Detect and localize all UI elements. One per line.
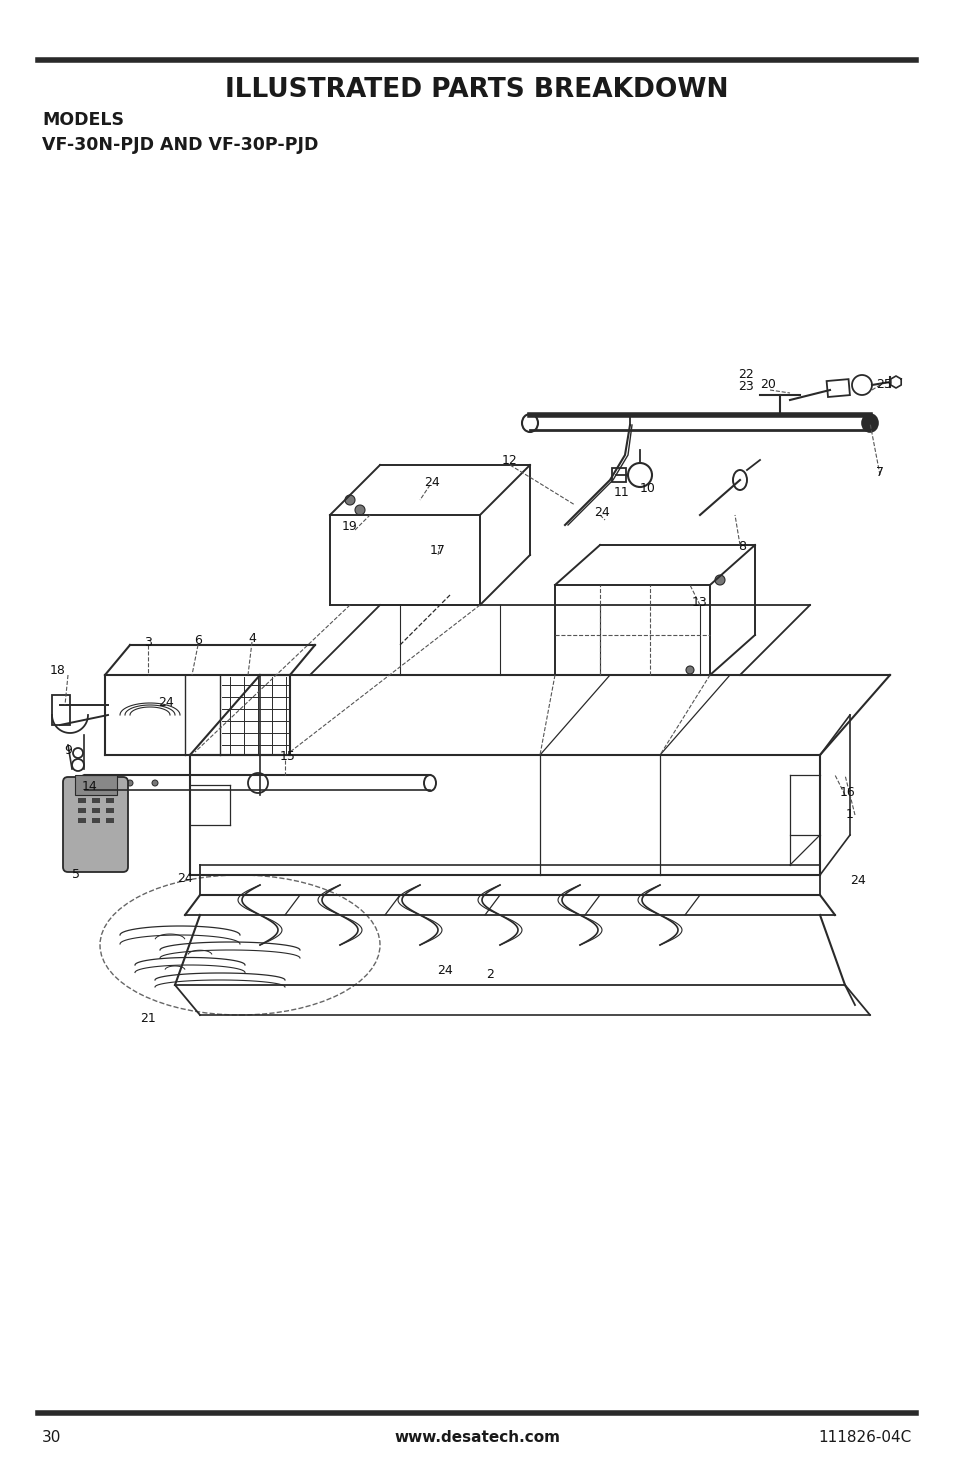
Text: 18: 18 xyxy=(50,665,66,677)
Text: ILLUSTRATED PARTS BREAKDOWN: ILLUSTRATED PARTS BREAKDOWN xyxy=(225,77,728,103)
Text: www.desatech.com: www.desatech.com xyxy=(394,1429,559,1444)
Text: VF-30N-PJD AND VF-30P-PJD: VF-30N-PJD AND VF-30P-PJD xyxy=(42,136,318,153)
Text: 6: 6 xyxy=(193,634,202,648)
Text: 5: 5 xyxy=(71,869,80,882)
Bar xyxy=(91,819,100,823)
FancyBboxPatch shape xyxy=(63,777,128,872)
Text: 24: 24 xyxy=(177,873,193,885)
Text: 20: 20 xyxy=(760,379,775,391)
Circle shape xyxy=(345,496,355,504)
Text: 1: 1 xyxy=(845,808,853,822)
Circle shape xyxy=(714,575,724,586)
Bar xyxy=(106,798,113,802)
Bar xyxy=(91,798,100,802)
Text: 24: 24 xyxy=(158,696,173,709)
Bar xyxy=(78,819,86,823)
Text: 22: 22 xyxy=(738,369,753,382)
Text: 24: 24 xyxy=(424,476,439,490)
Text: 10: 10 xyxy=(639,482,656,496)
Text: 24: 24 xyxy=(436,963,453,976)
Text: 9: 9 xyxy=(64,743,71,757)
Text: 8: 8 xyxy=(738,540,745,553)
Text: 24: 24 xyxy=(594,506,609,519)
Text: 17: 17 xyxy=(430,544,445,558)
Text: 3: 3 xyxy=(144,637,152,649)
Bar xyxy=(106,819,113,823)
Text: 19: 19 xyxy=(342,521,357,534)
Text: 13: 13 xyxy=(691,596,707,609)
Circle shape xyxy=(152,780,158,786)
Text: 12: 12 xyxy=(501,454,517,468)
Text: 111826-04C: 111826-04C xyxy=(818,1429,911,1444)
Text: 30: 30 xyxy=(42,1429,61,1444)
Circle shape xyxy=(355,504,365,515)
Circle shape xyxy=(685,667,693,674)
Bar xyxy=(825,379,849,397)
Bar xyxy=(91,808,100,813)
Bar xyxy=(52,695,70,726)
Text: 16: 16 xyxy=(840,786,855,799)
Ellipse shape xyxy=(862,414,877,432)
Bar xyxy=(75,774,117,795)
Text: 2: 2 xyxy=(485,969,494,981)
Text: 25: 25 xyxy=(875,379,891,391)
Text: 24: 24 xyxy=(849,875,865,888)
Text: 23: 23 xyxy=(738,381,753,394)
Bar xyxy=(106,808,113,813)
Text: 14: 14 xyxy=(82,780,98,794)
Text: 11: 11 xyxy=(614,487,629,500)
Bar xyxy=(78,808,86,813)
Circle shape xyxy=(102,780,108,786)
Text: 15: 15 xyxy=(280,751,295,764)
Bar xyxy=(78,798,86,802)
Text: 7: 7 xyxy=(875,466,883,479)
Text: 21: 21 xyxy=(140,1012,155,1025)
Bar xyxy=(612,468,625,482)
Text: MODELS: MODELS xyxy=(42,111,124,128)
Text: 4: 4 xyxy=(248,633,255,646)
Circle shape xyxy=(127,780,132,786)
